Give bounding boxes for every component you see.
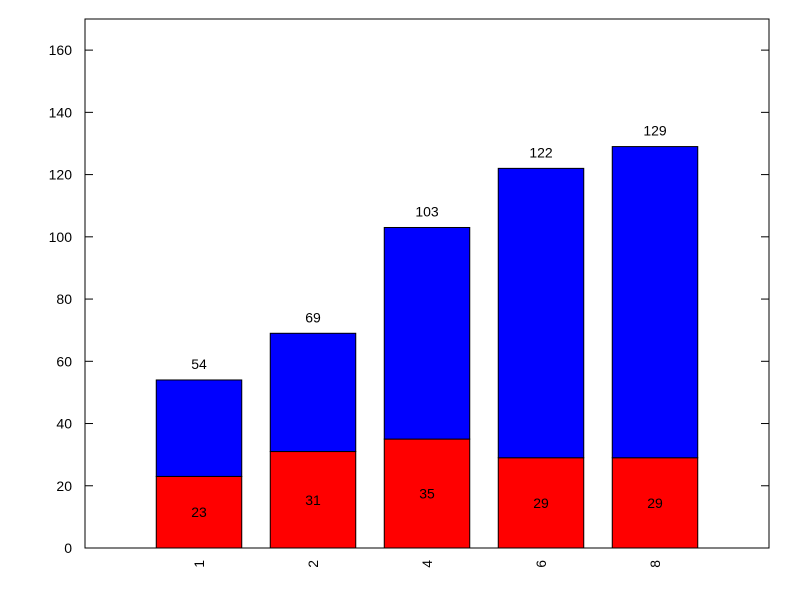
x-tick-label: 6 xyxy=(533,560,549,568)
bar-total-label: 122 xyxy=(529,144,553,160)
y-tick-label: 100 xyxy=(49,229,73,245)
bar-lower-value-label: 31 xyxy=(305,492,321,508)
bar-segment-upper xyxy=(155,379,243,477)
x-tick-label: 8 xyxy=(647,560,663,568)
bar-segment-upper xyxy=(497,167,585,459)
bar-lower-value-label: 35 xyxy=(419,486,435,502)
bar-segment-lower xyxy=(611,457,699,549)
y-tick-label: 20 xyxy=(56,478,72,494)
bar-total-label: 103 xyxy=(415,203,439,219)
data-labels-layer: 23 54 31 69 35 103 29 122 29 129 xyxy=(191,123,667,521)
bar-segment-lower xyxy=(155,475,243,549)
x-axis: 1 2 4 6 8 xyxy=(191,560,663,568)
y-tick-label: 80 xyxy=(56,291,72,307)
bars-layer xyxy=(155,146,699,549)
bar-lower-value-label: 23 xyxy=(191,504,207,520)
bar-segment-lower xyxy=(383,438,471,549)
bar-lower-value-label: 29 xyxy=(647,495,663,511)
bar-segment-lower xyxy=(497,457,585,549)
bar-total-label: 69 xyxy=(305,309,321,325)
y-tick-label: 40 xyxy=(56,416,72,432)
x-tick-label: 4 xyxy=(419,560,435,568)
x-tick-label: 2 xyxy=(305,560,321,568)
y-axis: 0 20 40 60 80 100 120 140 160 xyxy=(49,42,769,556)
y-tick-label: 160 xyxy=(49,42,73,58)
bar-segment-lower xyxy=(269,451,357,549)
bar-segment-upper xyxy=(611,146,699,459)
y-tick-label: 140 xyxy=(49,104,73,120)
bar-total-label: 54 xyxy=(191,356,207,372)
bar-total-label: 129 xyxy=(643,123,667,139)
y-tick-label: 60 xyxy=(56,353,72,369)
y-tick-label: 120 xyxy=(49,167,73,183)
bar-segment-upper xyxy=(269,332,357,453)
y-tick-label: 0 xyxy=(64,540,72,556)
x-tick-label: 1 xyxy=(191,560,207,568)
bar-lower-value-label: 29 xyxy=(533,495,549,511)
bar-segment-upper xyxy=(383,226,471,440)
